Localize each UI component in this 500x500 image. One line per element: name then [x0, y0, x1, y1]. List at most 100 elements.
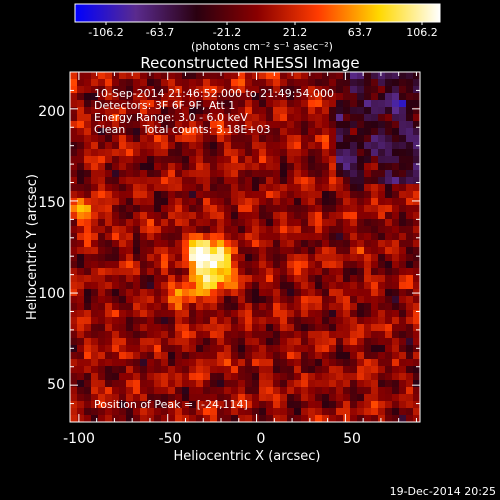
heatmap-cell [98, 240, 106, 248]
heatmap-cell [84, 233, 92, 241]
heatmap-cell [294, 128, 302, 136]
heatmap-cell [336, 282, 344, 290]
heatmap-cell [196, 331, 204, 339]
heatmap-cell [105, 170, 113, 178]
heatmap-cell [217, 191, 225, 199]
heatmap-cell [315, 247, 323, 255]
heatmap-cell [91, 331, 99, 339]
heatmap-cell [273, 268, 281, 276]
heatmap-cell [294, 184, 302, 192]
heatmap-cell [343, 387, 351, 395]
heatmap-cell [154, 198, 162, 206]
heatmap-cell [91, 394, 99, 402]
heatmap-cell [252, 380, 260, 388]
heatmap-cell [399, 289, 407, 297]
heatmap-cell [287, 107, 295, 115]
heatmap-cell [147, 408, 155, 416]
heatmap-cell [98, 289, 106, 297]
heatmap-cell [70, 387, 78, 395]
heatmap-cell [91, 170, 99, 178]
heatmap-cell [189, 394, 197, 402]
heatmap-cell [273, 163, 281, 171]
heatmap-cell [322, 170, 330, 178]
heatmap-cell [245, 296, 253, 304]
heatmap-cell [147, 268, 155, 276]
heatmap-cell [413, 331, 420, 339]
heatmap-cell [210, 373, 218, 381]
heatmap-cell [252, 352, 260, 360]
heatmap-cell [224, 226, 232, 234]
heatmap-cell [399, 268, 407, 276]
heatmap-cell [210, 170, 218, 178]
heatmap-cell [91, 142, 99, 150]
heatmap-cell [266, 93, 274, 101]
heatmap-cell [259, 289, 267, 297]
heatmap-cell [266, 114, 274, 122]
heatmap-cell [364, 310, 372, 318]
heatmap-cell [399, 128, 407, 136]
peak-position-label: Position of Peak = [-24,114] [94, 398, 248, 411]
heatmap-cell [189, 352, 197, 360]
heatmap-cell [392, 114, 400, 122]
heatmap-cell [196, 93, 204, 101]
heatmap-cell [224, 100, 232, 108]
heatmap-cell [70, 240, 78, 248]
heatmap-cell [231, 135, 239, 143]
heatmap-cell [336, 352, 344, 360]
heatmap-cell [238, 79, 246, 87]
heatmap-cell [196, 359, 204, 367]
heatmap-cell [273, 177, 281, 185]
heatmap-cell [147, 310, 155, 318]
heatmap-cell [364, 191, 372, 199]
heatmap-cell [245, 121, 253, 129]
heatmap-cell [315, 128, 323, 136]
heatmap-cell [406, 142, 414, 150]
heatmap-cell [210, 72, 218, 80]
heatmap-cell [77, 93, 85, 101]
heatmap-cell [119, 142, 127, 150]
heatmap-cell [140, 317, 148, 325]
heatmap-cell [210, 324, 218, 332]
heatmap-cell [245, 373, 253, 381]
heatmap-cell [273, 324, 281, 332]
heatmap-cell [378, 149, 386, 157]
heatmap-cell [203, 156, 211, 164]
heatmap-cell [322, 163, 330, 171]
heatmap-cell [98, 205, 106, 213]
heatmap-cell [392, 338, 400, 346]
heatmap-cell [245, 142, 253, 150]
heatmap-cell [112, 93, 120, 101]
heatmap-cell [399, 387, 407, 395]
heatmap-cell [315, 303, 323, 311]
heatmap-cell [315, 289, 323, 297]
heatmap-cell [350, 93, 358, 101]
axis-ticks [70, 71, 420, 422]
heatmap-cell [126, 296, 134, 304]
heatmap-cell [147, 401, 155, 409]
heatmap-cell [301, 296, 309, 304]
heatmap-cell [210, 191, 218, 199]
heatmap-cell [406, 177, 414, 185]
heatmap-cell [378, 296, 386, 304]
heatmap-cell [266, 275, 274, 283]
heatmap-cell [224, 331, 232, 339]
heatmap-cell [175, 142, 183, 150]
heatmap-cell [161, 198, 169, 206]
heatmap-cell [189, 338, 197, 346]
heatmap-cell [238, 149, 246, 157]
heatmap-cell [294, 72, 302, 80]
heatmap-cell [70, 114, 78, 122]
heatmap-cell [371, 387, 379, 395]
heatmap-cell [315, 352, 323, 360]
heatmap-cell [154, 184, 162, 192]
heatmap-cell [98, 303, 106, 311]
heatmap-cell [406, 387, 414, 395]
heatmap-cell [105, 198, 113, 206]
heatmap-cell [112, 387, 120, 395]
heatmap-cell [329, 100, 337, 108]
heatmap-cell [336, 170, 344, 178]
heatmap-cell [126, 100, 134, 108]
heatmap-cell [77, 303, 85, 311]
heatmap-cell [175, 338, 183, 346]
heatmap-cell [343, 100, 351, 108]
